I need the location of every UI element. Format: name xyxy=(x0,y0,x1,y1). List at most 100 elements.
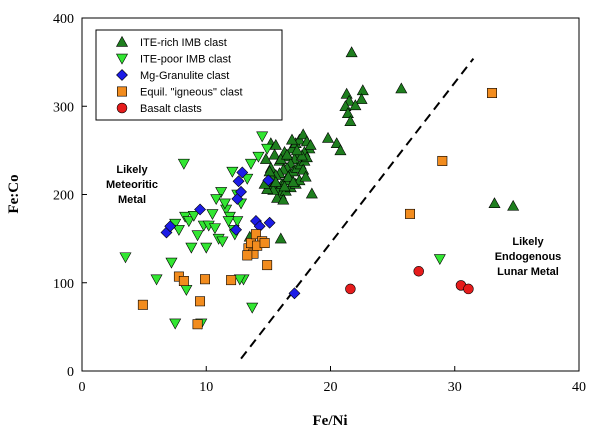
data-point xyxy=(210,194,223,206)
y-tick-label: 400 xyxy=(53,12,74,27)
data-point xyxy=(334,144,347,156)
svg-text:Metal: Metal xyxy=(118,194,146,206)
data-point xyxy=(236,166,249,179)
data-point xyxy=(293,133,306,145)
series-0 xyxy=(243,46,520,244)
svg-text:Likely: Likely xyxy=(512,236,544,248)
data-point xyxy=(259,238,270,249)
data-point xyxy=(169,318,182,330)
data-points xyxy=(119,46,520,330)
data-point xyxy=(285,133,298,145)
data-point xyxy=(341,107,354,119)
data-point xyxy=(187,210,200,222)
data-point xyxy=(222,216,235,228)
legend-label: ITE-rich IMB clast xyxy=(140,37,227,49)
data-point xyxy=(287,176,300,187)
data-point xyxy=(433,254,446,266)
legend-label: Equil. "igneous" clast xyxy=(140,87,243,99)
data-point xyxy=(200,274,210,285)
svg-text:Likely: Likely xyxy=(116,164,148,176)
data-point xyxy=(395,82,408,94)
data-point xyxy=(262,174,275,187)
data-point xyxy=(244,158,257,170)
data-point xyxy=(345,46,358,58)
data-point xyxy=(437,155,448,166)
data-point xyxy=(355,93,368,104)
legend-marker xyxy=(116,102,128,114)
data-point xyxy=(356,84,369,96)
svg-text:Lunar Metal: Lunar Metal xyxy=(497,266,559,278)
x-axis-label: Fe/Ni xyxy=(313,413,348,429)
x-tick-label: 20 xyxy=(324,380,338,395)
annotation-lunar: Likely Endogenous Lunar Metal xyxy=(495,236,562,278)
data-point xyxy=(488,197,501,209)
data-point xyxy=(119,252,132,264)
legend-marker xyxy=(116,69,128,81)
data-point xyxy=(304,138,317,150)
data-point xyxy=(216,236,229,248)
legend-label: Mg-Granulite clast xyxy=(140,70,229,82)
data-point xyxy=(344,115,357,126)
x-tick-label: 0 xyxy=(79,380,86,395)
data-point xyxy=(277,193,290,205)
data-point xyxy=(215,187,228,198)
data-point xyxy=(268,148,281,160)
legend-label: Basalt clasts xyxy=(140,103,202,115)
data-point xyxy=(345,283,356,295)
data-point xyxy=(263,216,276,229)
boundary-line xyxy=(240,57,475,360)
data-point xyxy=(290,144,303,156)
data-point xyxy=(192,319,203,330)
data-point xyxy=(231,216,244,228)
data-point xyxy=(150,274,163,286)
data-point xyxy=(164,220,177,233)
x-tick-label: 10 xyxy=(199,380,213,395)
svg-text:Endogenous: Endogenous xyxy=(495,251,562,263)
data-point xyxy=(278,180,291,192)
data-point xyxy=(282,170,295,182)
data-point xyxy=(261,183,274,194)
data-point xyxy=(180,285,193,296)
data-point xyxy=(185,242,198,254)
legend: ITE-rich IMB clast ITE-poor IMB clast Mg-G… xyxy=(95,29,283,121)
data-point xyxy=(200,242,213,254)
x-tick-label: 30 xyxy=(448,380,462,395)
data-point xyxy=(235,185,247,198)
data-point xyxy=(259,153,272,164)
series-4 xyxy=(345,266,474,295)
data-point xyxy=(226,275,237,286)
data-point xyxy=(405,208,415,219)
data-point xyxy=(262,260,273,271)
data-point xyxy=(463,283,474,295)
data-point xyxy=(305,187,318,199)
data-point xyxy=(233,274,246,286)
y-axis-label: Fe:Co xyxy=(6,174,22,213)
data-point xyxy=(242,250,253,261)
y-tick-label: 300 xyxy=(53,100,74,115)
data-point xyxy=(288,287,301,300)
data-point xyxy=(261,143,274,155)
data-point xyxy=(195,296,206,307)
data-point xyxy=(256,131,269,143)
y-tick-label: 100 xyxy=(53,277,74,292)
data-point xyxy=(252,151,265,163)
data-point xyxy=(250,229,261,240)
series-3 xyxy=(137,88,498,330)
y-tick-label: 0 xyxy=(67,365,74,380)
data-point xyxy=(295,149,308,161)
legend-marker xyxy=(115,35,129,47)
data-point xyxy=(299,170,312,182)
data-point xyxy=(178,276,189,286)
data-point xyxy=(191,230,204,242)
data-point xyxy=(274,232,287,244)
data-point xyxy=(177,158,190,170)
data-point xyxy=(206,209,219,221)
data-point xyxy=(226,166,239,178)
data-point xyxy=(297,128,310,140)
data-point xyxy=(208,223,221,235)
data-point xyxy=(232,175,245,188)
data-point xyxy=(182,216,195,228)
